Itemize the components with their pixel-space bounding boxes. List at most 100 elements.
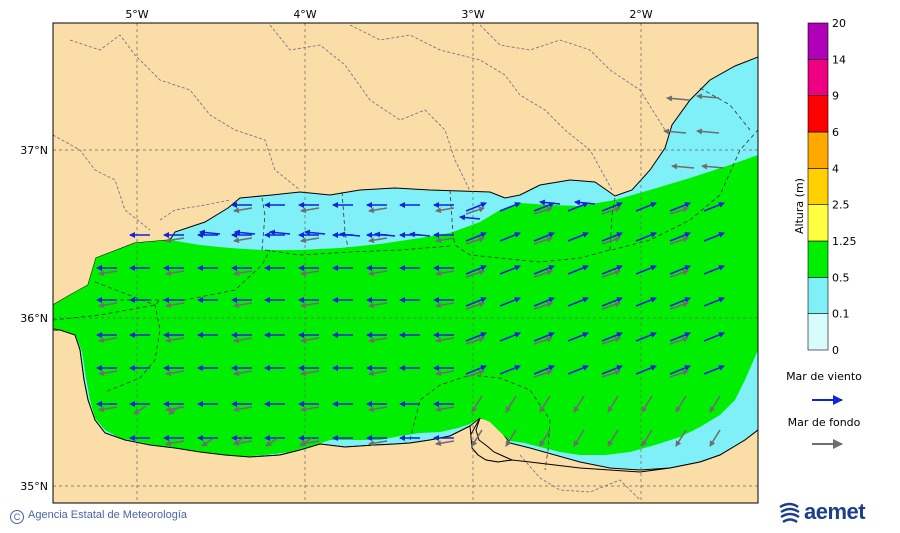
wind-arrow: [635, 297, 657, 307]
swell-arrow: [669, 269, 689, 278]
wind-arrow: [533, 365, 555, 375]
wind-arrow: [465, 365, 487, 375]
aemet-swirl-icon: [779, 502, 800, 524]
colorbar-segment: [807, 22, 829, 60]
wind-arrow: [567, 365, 589, 375]
swell-arrow: [607, 429, 619, 447]
swell-arrow: [300, 207, 320, 214]
wind-arrow: [499, 265, 521, 275]
swell-arrow: [233, 207, 253, 214]
swell-arrow: [300, 237, 320, 244]
lat-label-35n: 35°N: [20, 480, 48, 493]
swell-arrow: [465, 236, 485, 245]
swell-arrow: [641, 429, 653, 447]
wind-arrow: [635, 232, 657, 242]
swell-arrow: [233, 370, 253, 377]
swell-arrow: [533, 236, 553, 245]
swell-arrow: [669, 369, 689, 378]
swell-arrow: [669, 236, 689, 245]
swell-arrow: [601, 269, 621, 278]
wind-arrow: [339, 231, 361, 238]
swell-arrow: [533, 206, 553, 215]
swell-arrow: [471, 395, 483, 413]
wind-arrow: [669, 265, 691, 275]
colorbar-level-label: 14: [832, 53, 846, 66]
swell-arrow: [300, 302, 320, 309]
colorbar-segment: [807, 131, 829, 169]
wind-arrow: [567, 202, 589, 212]
wind-arrow: [409, 231, 431, 238]
colorbar-level-label: 4: [832, 162, 839, 175]
swell-arrow: [533, 301, 553, 310]
swell-arrow: [133, 405, 147, 415]
wind-arrow: [374, 231, 396, 238]
swell-arrow: [165, 337, 185, 344]
swell-arrow: [300, 270, 320, 277]
wind-arrow: [567, 265, 589, 275]
wind-arrow: [635, 332, 657, 342]
swell-arrow: [601, 336, 621, 345]
swell-arrow: [435, 302, 455, 309]
swell-arrow: [165, 440, 185, 447]
swell-arrow: [709, 429, 721, 447]
colorbar-level-label: 0.1: [832, 308, 850, 321]
colorbar-segment: [807, 95, 829, 133]
swell-arrow: [368, 302, 388, 309]
swell-arrow: [533, 269, 553, 278]
arrow-legend: Mar de viento Mar de fondo: [786, 370, 862, 449]
swell-arrow: [601, 369, 621, 378]
swell-arrow: [465, 301, 485, 310]
swell-arrow: [465, 336, 485, 345]
wind-arrow: [703, 297, 725, 307]
wind-arrow: [669, 332, 691, 342]
swell-arrow: [368, 270, 388, 277]
wind-arrow: [533, 202, 555, 212]
wind-arrow: [601, 365, 623, 375]
colorbar-level-label: 2.5: [832, 199, 850, 212]
swell-arrow: [233, 237, 253, 244]
wind-arrow: [465, 297, 487, 307]
swell-arrow: [435, 207, 455, 214]
graticule: [53, 23, 758, 503]
colorbar-segment: [807, 204, 829, 242]
swell-arrow: [669, 301, 689, 310]
colorbar-level-label: 9: [832, 90, 839, 103]
latitude-labels: 37°N 36°N 35°N: [20, 144, 48, 493]
wind-arrow: [601, 297, 623, 307]
swell-arrow: [201, 437, 215, 447]
lon-label-4w: 4°W: [293, 8, 316, 21]
longitude-labels: 5°W 4°W 3°W 2°W: [125, 8, 652, 21]
swell-arrow: [533, 369, 553, 378]
swell-arrow: [300, 370, 320, 377]
swell-arrow: [573, 395, 585, 413]
aemet-logo: aemet: [778, 499, 878, 527]
swell-arrow: [300, 337, 320, 344]
swell-arrow: [233, 337, 253, 344]
swell-arrow: [435, 370, 455, 377]
swell-arrow: [435, 237, 455, 244]
wind-arrow: [465, 332, 487, 342]
swell-arrow: [663, 128, 687, 135]
swell-arrow: [471, 429, 483, 447]
wind-arrow: [601, 265, 623, 275]
lat-label-37n: 37°N: [20, 144, 48, 157]
wave-direction-arrows: [96, 93, 725, 447]
political-boundaries: [53, 24, 666, 501]
swell-arrow: [601, 301, 621, 310]
colorbar-level-label: 0: [832, 344, 839, 357]
credit-label: Agencia Estatal de Meteorología: [28, 509, 187, 521]
swell-arrow: [601, 206, 621, 215]
swell-arrow: [299, 437, 313, 447]
wind-arrow: [499, 365, 521, 375]
swell-arrow: [539, 429, 551, 447]
swell-arrow: [696, 128, 720, 135]
swell-arrow: [368, 237, 388, 244]
wind-arrow: [539, 199, 561, 206]
wind-arrow: [635, 365, 657, 375]
swell-arrow: [233, 435, 247, 445]
swell-arrow: [573, 429, 585, 447]
swell-arrow: [368, 370, 388, 377]
wind-arrow: [574, 199, 596, 206]
colorbar-segment: [807, 277, 829, 314]
